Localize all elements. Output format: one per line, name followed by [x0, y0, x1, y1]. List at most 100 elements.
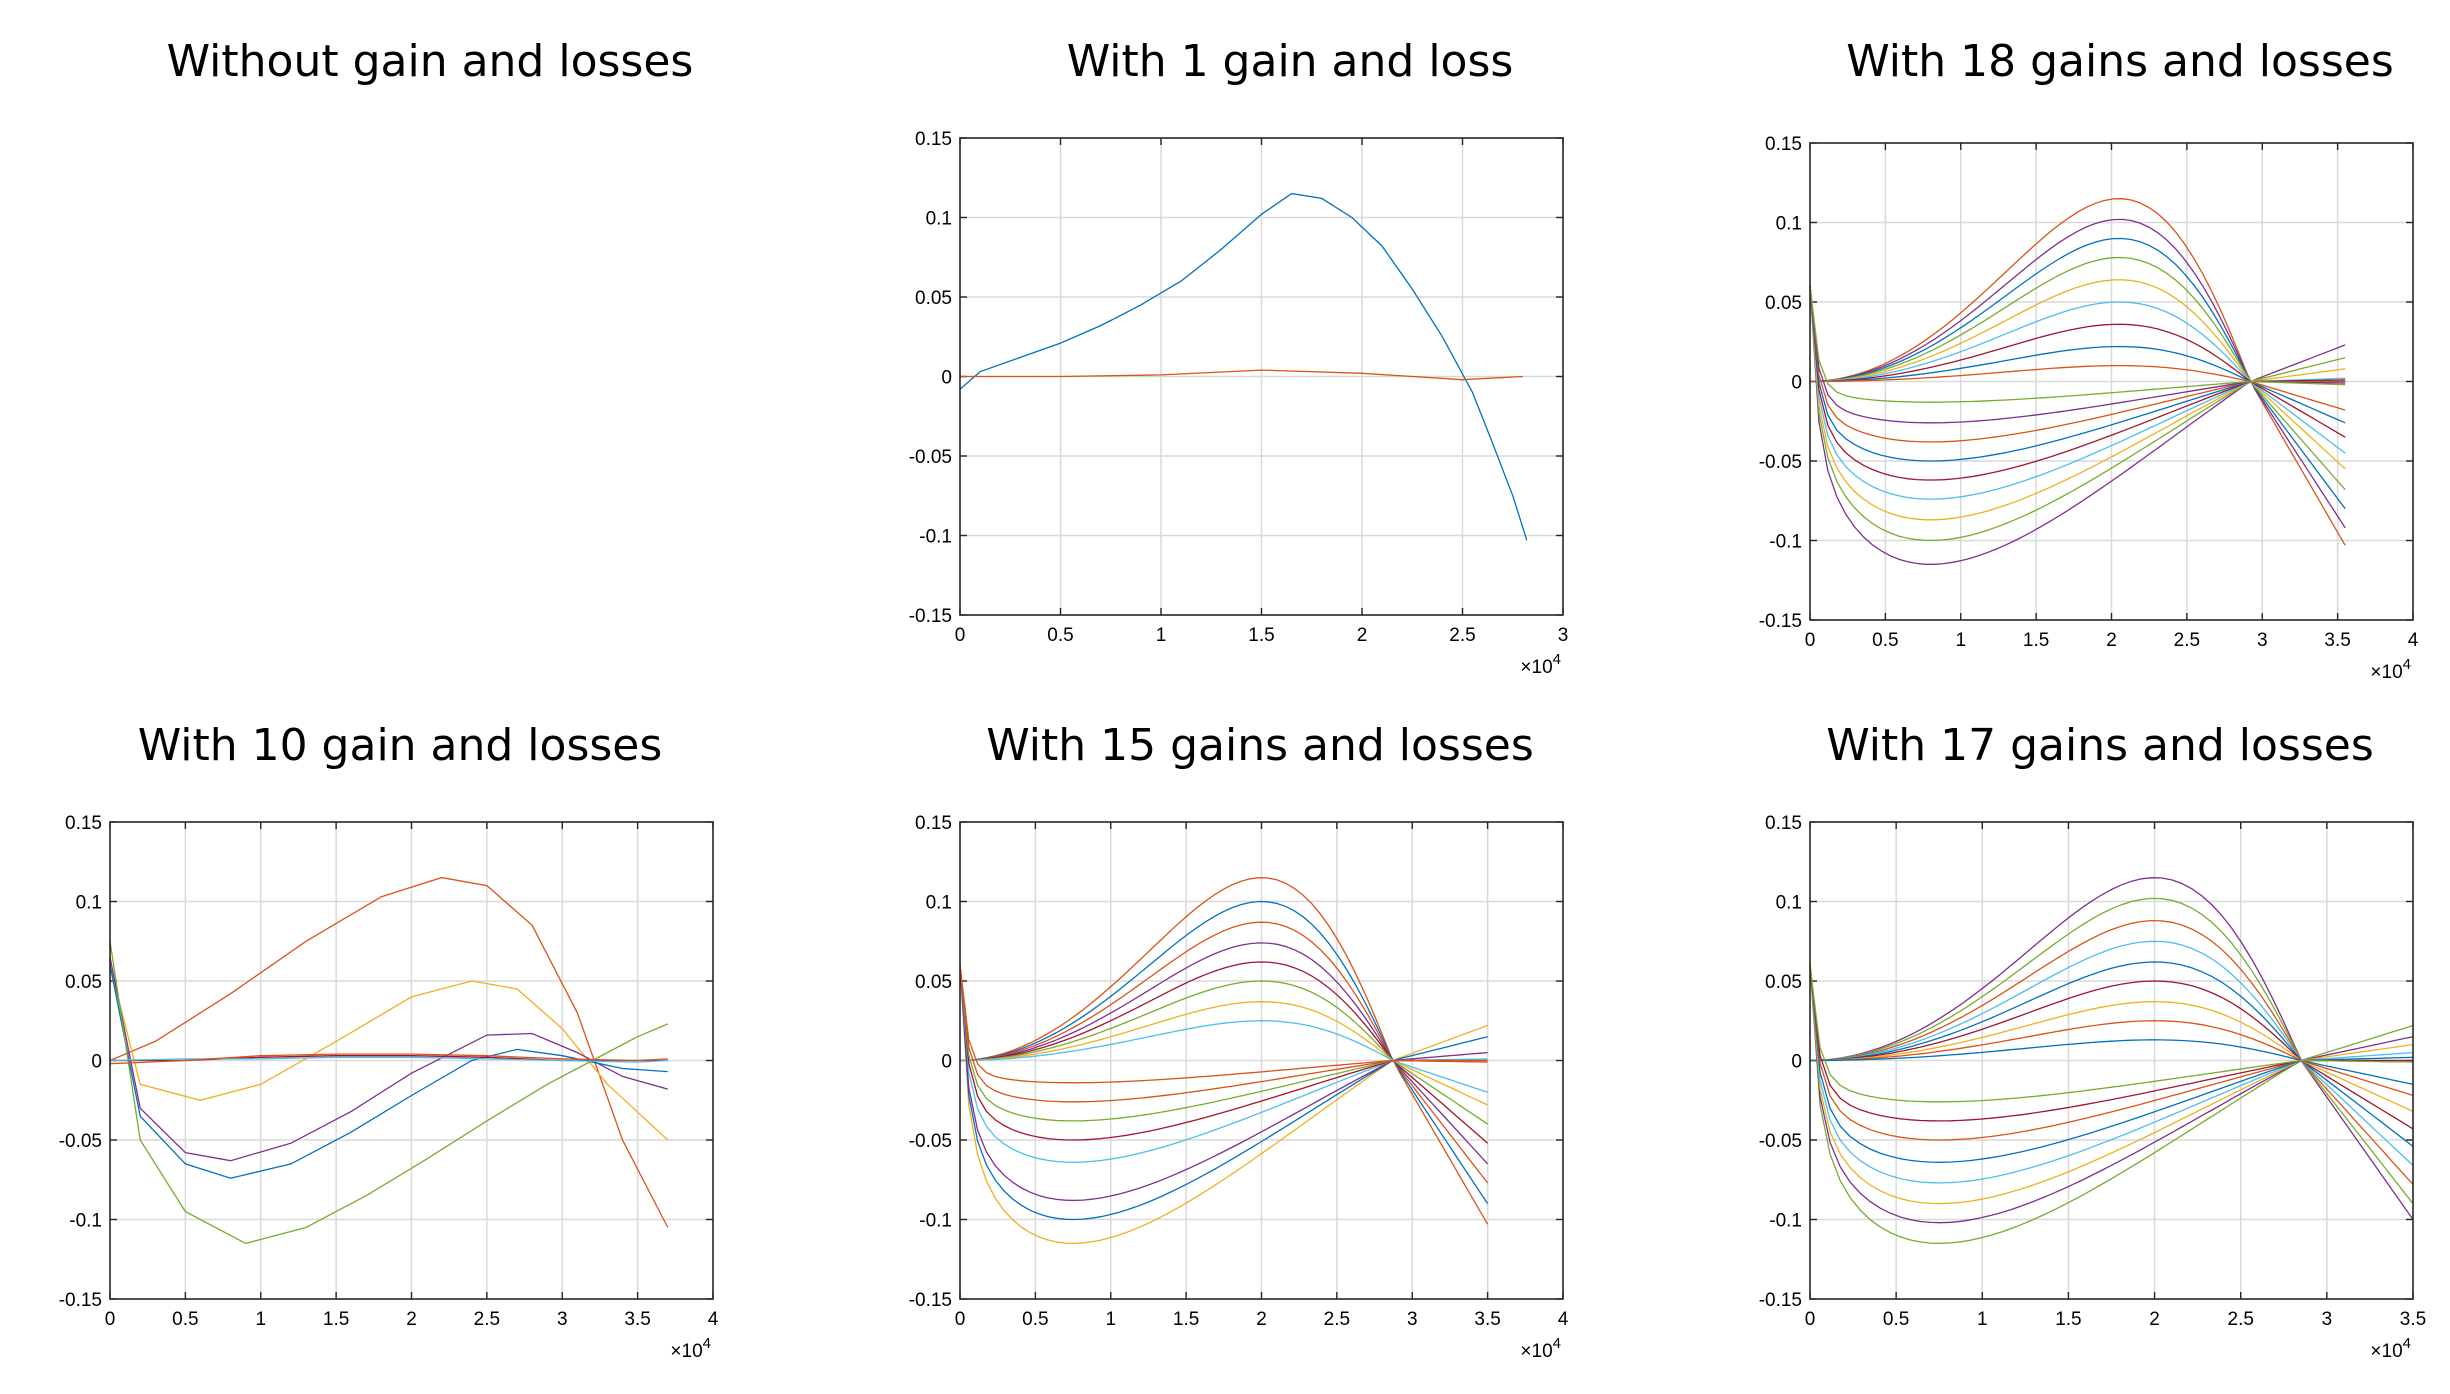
series-line [1809, 919, 2414, 1185]
x-exponent-base: ×10 [670, 1341, 702, 1362]
series-line [1809, 965, 2414, 1163]
y-tick-label: 0.15 [915, 813, 952, 834]
x-tick-label: 0.5 [1047, 625, 1073, 646]
y-tick-label: 0.05 [65, 972, 102, 993]
y-tick-label: 0.1 [926, 893, 952, 914]
series-line [1809, 1020, 2414, 1097]
x-tick-label: 3.5 [2400, 1309, 2426, 1330]
series-line [1809, 286, 2346, 542]
y-tick-label: 0.15 [1765, 813, 1802, 834]
y-tick-label: 0.05 [1765, 293, 1802, 314]
series-group [109, 876, 669, 1245]
x-tick-label: 0.5 [172, 1309, 198, 1330]
series-line [959, 965, 1488, 1084]
series-group [1809, 877, 2414, 1244]
x-exponent-power: 4 [703, 1335, 711, 1352]
y-tick-label: 0.05 [1765, 972, 1802, 993]
y-tick-label: -0.1 [69, 1211, 102, 1232]
axes-box [959, 821, 1564, 1300]
y-tick-label: 0.1 [926, 209, 952, 230]
series-line [959, 921, 1489, 1184]
series-line [1810, 1039, 2414, 1085]
x-exponent-power: 4 [1553, 1335, 1561, 1352]
y-tick-label: -0.1 [919, 527, 952, 548]
y-tick-label: -0.15 [1759, 611, 1802, 632]
x-tick-label: 2 [1357, 625, 1368, 646]
series-group [959, 192, 1528, 541]
panel-10-gains: With 10 gain and losses 0 0.5 1 1.5 2 2.5 3 3.5… [30, 700, 770, 1390]
panel-18-gains: With 18 gains and losses 0 0.5 1 1.5 2 2.5 3 3.… [1730, 0, 2450, 690]
series-line [1809, 286, 2346, 403]
series-line [1809, 286, 2346, 565]
x-tick-label: 1.5 [1173, 1309, 1199, 1330]
line-chart: 0 0.5 1 1.5 2 2.5 3 3.5 4 0.15 0.1 0.05 0 -0.05 -0.1 -0… [59, 813, 719, 1362]
x-tick-label: 0 [1805, 630, 1816, 651]
axes-box [109, 821, 714, 1300]
line-chart: 0 0.5 1 1.5 2 2.5 3 3.5 0.15 0.1 0.05 0 -0.05 -0.1 -0.… [1759, 813, 2427, 1362]
y-tick-label: 0 [1791, 1052, 1802, 1073]
x-tick-label: 4 [1558, 1309, 1569, 1330]
panel-17-gains: With 17 gains and losses 0 0.5 1 1.5 2 2.5 3 3.… [1730, 700, 2450, 1390]
series-line [1810, 364, 2346, 411]
series-line [109, 964, 669, 1141]
x-tick-label: 4 [708, 1309, 719, 1330]
x-tick-label: 1 [1955, 630, 1966, 651]
chart-title: Without gain and losses [166, 36, 694, 87]
x-tick-label: 2.5 [2228, 1309, 2254, 1330]
series-line [959, 1020, 1488, 1093]
series-line [1809, 965, 2414, 1224]
y-tick-label: 0.05 [915, 972, 952, 993]
series-line [109, 941, 669, 1245]
line-chart: 0 0.5 1 1.5 2 2.5 3 0.15 0.1 0.05 0 -0.05 -0.1 -0.15 ×… [909, 129, 1569, 678]
x-exponent-power: 4 [2403, 1335, 2411, 1352]
y-tick-label: -0.15 [909, 606, 952, 627]
x-tick-label: 0.5 [1883, 1309, 1909, 1330]
chart-title: With 10 gain and losses [137, 720, 663, 771]
x-tick-label: 0.5 [1872, 630, 1898, 651]
series-line [1809, 256, 2346, 491]
series-line [959, 965, 1488, 1141]
x-exponent-base: ×10 [1520, 657, 1552, 678]
y-tick-label: 0 [941, 1052, 952, 1073]
y-tick-label: 0 [941, 368, 952, 389]
x-exponent-label: ×104 [670, 1335, 711, 1362]
series-line [1809, 286, 2346, 462]
y-tick-label: -0.05 [1759, 1131, 1802, 1152]
series-line [109, 956, 668, 1162]
x-tick-label: 3 [557, 1309, 568, 1330]
x-exponent-label: ×104 [2370, 1335, 2411, 1362]
series-line [1809, 218, 2346, 529]
x-tick-label: 2 [1256, 1309, 1267, 1330]
y-tick-label: 0 [91, 1052, 102, 1073]
y-tick-label: 0.1 [1776, 893, 1802, 914]
y-tick-label: -0.05 [1759, 452, 1802, 473]
chart-title: With 17 gains and losses [1826, 720, 2374, 771]
x-tick-label: 2 [406, 1309, 417, 1330]
series-line [959, 965, 1488, 1163]
series-line [959, 192, 1528, 541]
series-line [959, 900, 1489, 1204]
x-tick-label: 4 [2408, 630, 2419, 651]
x-exponent-base: ×10 [1520, 1341, 1552, 1362]
x-tick-label: 1 [1105, 1309, 1116, 1330]
x-tick-label: 3 [2322, 1309, 2333, 1330]
series-group [959, 877, 1489, 1244]
y-tick-label: 0 [1791, 373, 1802, 394]
line-chart: 0 0.5 1 1.5 2 2.5 3 3.5 4 0.15 0.1 0.05 0 -0.05 -0.1 -0… [909, 813, 1569, 1362]
x-tick-label: 1 [255, 1309, 266, 1330]
x-tick-label: 3.5 [624, 1309, 650, 1330]
series-line [109, 876, 669, 1228]
y-tick-label: -0.15 [1759, 1290, 1802, 1311]
y-tick-label: 0.1 [76, 893, 102, 914]
series-line [1809, 980, 2414, 1130]
series-line [1809, 940, 2414, 1166]
chart-title: With 1 gain and loss [1066, 36, 1514, 87]
y-tick-label: -0.05 [909, 1131, 952, 1152]
series-line [1809, 877, 2414, 1220]
series-line [1809, 965, 2414, 1205]
x-tick-label: 2 [2106, 630, 2117, 651]
series-line [1809, 961, 2414, 1147]
x-tick-label: 1 [1977, 1309, 1988, 1330]
line-chart: 0 0.5 1 1.5 2 2.5 3 3.5 4 0.15 0.1 0.05 0 -0.05 -0.1 -0… [1759, 134, 2419, 683]
series-line [959, 980, 1488, 1125]
